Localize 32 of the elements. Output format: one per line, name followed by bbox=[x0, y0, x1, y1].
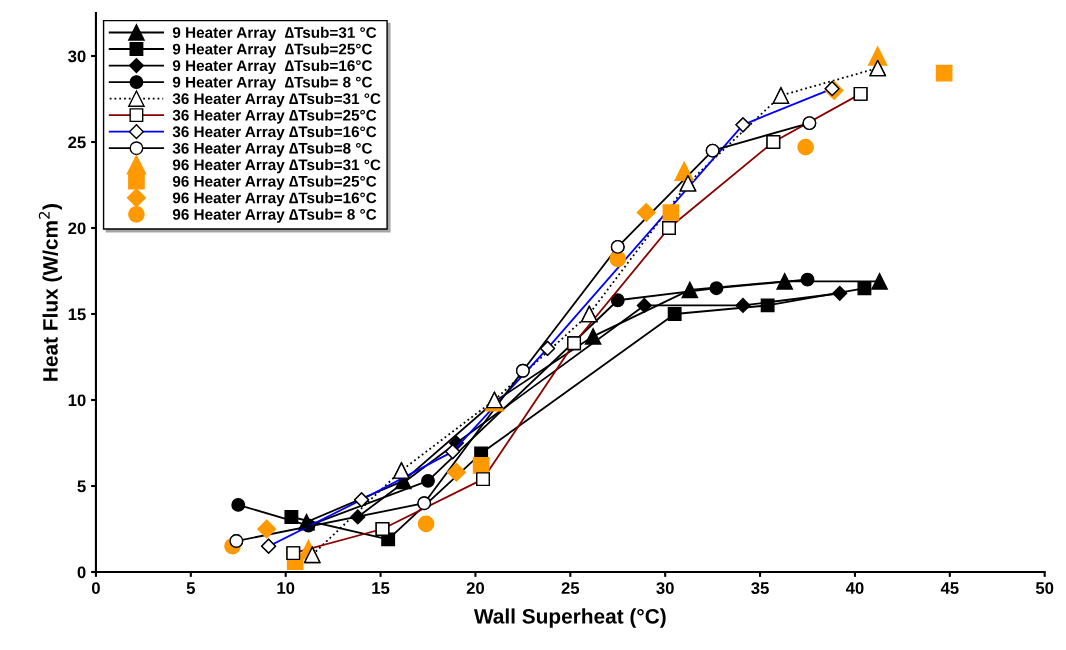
x-tick-label: 45 bbox=[940, 582, 959, 594]
legend-label: 36 Heater Array ∆Tsub=16°C bbox=[172, 125, 377, 141]
x-tick-label: 10 bbox=[277, 582, 295, 594]
y-tick-label: 20 bbox=[68, 222, 86, 235]
x-axis-title: Wall Superheat (°C) bbox=[473, 608, 666, 628]
legend-label: 9 Heater Array ∆Tsub=31 °C bbox=[172, 26, 377, 41]
y-tick-label: 15 bbox=[68, 308, 86, 321]
legend-label: 36 Heater Array ∆Tsub=31 °C bbox=[172, 92, 381, 108]
y-tick-label: 25 bbox=[68, 136, 86, 149]
legend-label: 36 Heater Array ∆Tsub=8 °C bbox=[172, 142, 373, 157]
legend-label: 9 Heater Array ∆Tsub= 8 °C bbox=[172, 76, 373, 91]
legend-label: 96 Heater Array ∆Tsub=31 °C bbox=[172, 159, 381, 174]
x-tick-label: 20 bbox=[466, 582, 485, 594]
x-tick-label: 30 bbox=[656, 582, 674, 594]
legend-label: 9 Heater Array ∆Tsub=16°C bbox=[172, 59, 373, 75]
legend-label: 36 Heater Array ∆Tsub=25°C bbox=[172, 109, 377, 124]
y-tick-label: 0 bbox=[77, 566, 86, 579]
x-tick-label: 40 bbox=[845, 582, 864, 594]
y-tick-label: 5 bbox=[77, 480, 86, 493]
x-tick-label: 35 bbox=[751, 582, 769, 594]
legend-label: 96 Heater Array ∆Tsub=16°C bbox=[172, 192, 377, 207]
x-tick-label: 15 bbox=[372, 582, 390, 594]
x-tick-label: 50 bbox=[1035, 582, 1054, 594]
y-axis-title: Heat Flux (W/cm$^{2}$) bbox=[38, 204, 62, 381]
x-tick-label: 0 bbox=[91, 582, 100, 594]
legend-label: 96 Heater Array ∆Tsub= 8 °C bbox=[172, 208, 377, 223]
legend-label: 9 Heater Array ∆Tsub=25°C bbox=[172, 43, 373, 58]
legend-label: 96 Heater Array ∆Tsub=25°C bbox=[172, 175, 377, 190]
x-tick-label: 5 bbox=[186, 582, 195, 594]
y-tick-label: 10 bbox=[68, 394, 86, 407]
y-tick-label: 30 bbox=[68, 50, 86, 63]
x-tick-label: 25 bbox=[561, 582, 580, 594]
